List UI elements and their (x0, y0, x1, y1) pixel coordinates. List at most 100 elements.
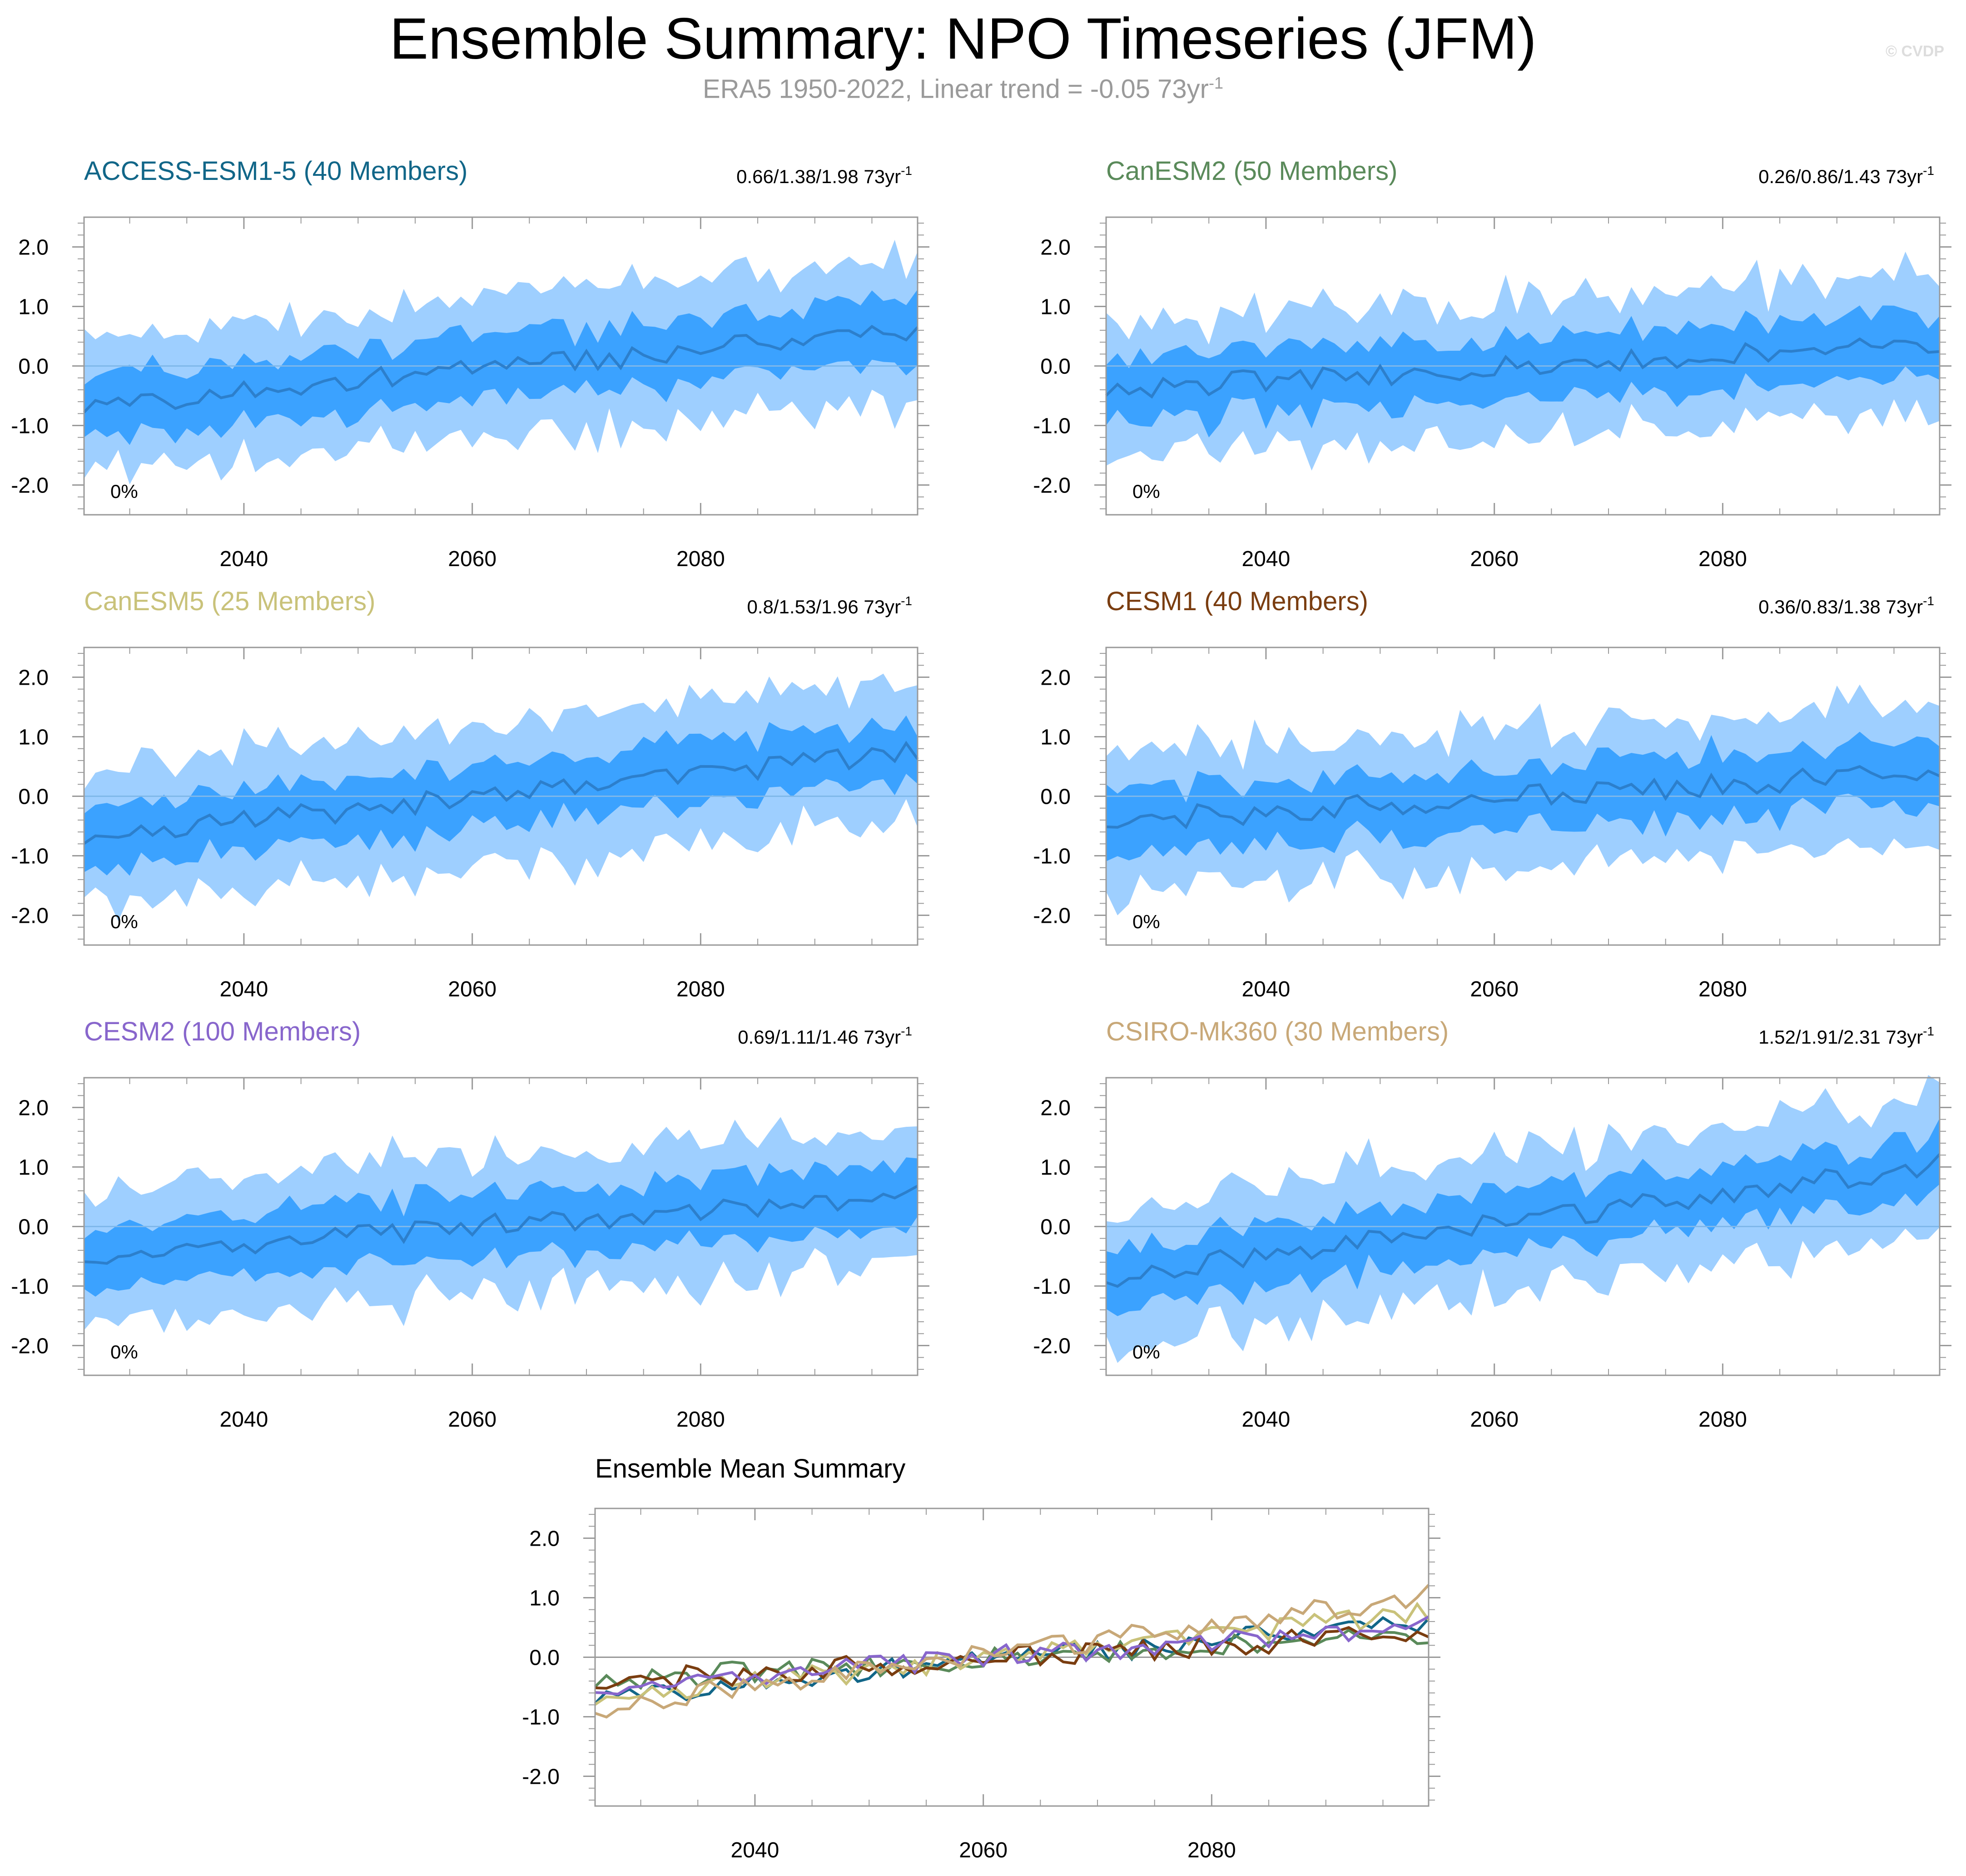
panel-title: ACCESS-ESM1-5 (40 Members) (84, 156, 467, 186)
trend-label: 0.36/0.83/1.38 73yr-1 (1758, 594, 1934, 617)
panel-title: CanESM2 (50 Members) (1106, 156, 1397, 186)
trend-value: 0.36/0.83/1.38 73yr (1758, 596, 1923, 617)
x-tick-label: 2060 (959, 1838, 1008, 1862)
y-tick-label: 1.0 (18, 295, 49, 319)
ensemble-mean-line (83, 741, 919, 845)
y-tick-label: 2.0 (18, 236, 49, 260)
figure-title: Ensemble Summary: NPO Timeseries (JFM) (389, 6, 1537, 71)
x-tick-label: 2040 (1242, 1408, 1291, 1432)
y-tick-label: -1.0 (1033, 414, 1071, 438)
y-tick-label: 1.0 (1040, 726, 1071, 750)
ensemble-mean-line (83, 324, 919, 413)
y-tick-label: -2.0 (1033, 474, 1071, 498)
y-tick-label: 2.0 (1040, 666, 1071, 690)
y-tick-label: -2.0 (11, 904, 49, 928)
panel-title: CSIRO-Mk360 (30 Members) (1106, 1017, 1449, 1046)
series-line-5 (595, 1584, 1430, 1719)
percent-label: 0% (110, 1341, 138, 1363)
x-tick-label: 2040 (1242, 547, 1291, 571)
subtitle-exponent: -1 (1209, 74, 1224, 92)
x-tick-label: 2040 (220, 547, 268, 571)
x-tick-label: 2080 (676, 547, 725, 571)
trend-exponent: -1 (901, 164, 912, 178)
y-tick-label: 1.0 (18, 1156, 49, 1180)
panel-3: 2040 2060 2080 2.0 1.0 0.0 -1.0 -2.0 CESM1 (40 M… (1033, 587, 1951, 1001)
x-tick-label: 2060 (448, 977, 496, 1001)
x-tick-label: 2060 (1470, 1408, 1519, 1432)
trend-label: 0.26/0.86/1.43 73yr-1 (1758, 164, 1934, 187)
series-line-0 (594, 1616, 1430, 1705)
x-tick-label: 2080 (676, 1408, 725, 1432)
trend-label: 0.66/1.38/1.98 73yr-1 (736, 164, 912, 187)
trend-value: 0.8/1.53/1.96 73yr (747, 596, 901, 617)
y-tick-label: -2.0 (1033, 904, 1071, 928)
percent-label: 0% (110, 911, 138, 932)
percent-label: 0% (1132, 911, 1160, 932)
ensemble-mean-line (1106, 1153, 1941, 1288)
x-tick-label: 2080 (1698, 547, 1747, 571)
ensemble-mean-line (1106, 765, 1941, 830)
inner-band (84, 289, 918, 445)
y-tick-label: 0.0 (18, 1215, 49, 1239)
trend-value: 1.52/1.91/2.31 73yr (1758, 1026, 1923, 1048)
series-line-4 (595, 1615, 1430, 1696)
y-tick-label: 0.0 (1040, 785, 1071, 809)
trend-exponent: -1 (901, 594, 912, 608)
ensemble-mean-line (84, 1184, 918, 1265)
y-tick-label: 0.0 (18, 785, 49, 809)
x-tick-label: 2060 (448, 1408, 496, 1432)
y-tick-label: 2.0 (18, 666, 49, 690)
ensemble-mean-line (1105, 337, 1940, 399)
trend-value: 0.66/1.38/1.98 73yr (736, 166, 901, 187)
percent-label: 0% (110, 481, 138, 502)
x-tick-label: 2080 (676, 977, 725, 1001)
panel-title: CESM1 (40 Members) (1106, 587, 1368, 616)
x-tick-label: 2040 (1242, 977, 1291, 1001)
y-tick-label: 0.0 (529, 1646, 560, 1670)
x-tick-label: 2040 (731, 1838, 779, 1862)
trend-label: 0.69/1.11/1.46 73yr-1 (738, 1024, 912, 1048)
y-tick-label: -1.0 (1033, 1275, 1071, 1299)
subtitle-text: ERA5 1950-2022, Linear trend = -0.05 73y… (702, 74, 1209, 104)
y-tick-label: 2.0 (1040, 236, 1071, 260)
x-tick-label: 2080 (1698, 977, 1747, 1001)
y-tick-label: 1.0 (1040, 1156, 1071, 1180)
panel-5: 2040 2060 2080 2.0 1.0 0.0 -1.0 -2.0 CSIRO-Mk360… (1033, 1017, 1951, 1432)
trend-value: 0.69/1.11/1.46 73yr (738, 1026, 901, 1048)
x-tick-label: 2080 (1187, 1838, 1236, 1862)
trend-exponent: -1 (1923, 594, 1934, 608)
y-tick-label: -1.0 (11, 1275, 49, 1299)
y-tick-label: 1.0 (18, 726, 49, 750)
y-tick-label: 0.0 (1040, 355, 1071, 379)
y-tick-label: 2.0 (529, 1527, 560, 1551)
trend-exponent: -1 (1923, 1024, 1934, 1038)
panel-title: CESM2 (100 Members) (84, 1017, 361, 1046)
trend-value: 0.26/0.86/1.43 73yr (1758, 166, 1923, 187)
x-tick-label: 2060 (448, 547, 496, 571)
trend-label: 1.52/1.91/2.31 73yr-1 (1758, 1024, 1934, 1048)
trend-exponent: -1 (1923, 164, 1934, 178)
percent-label: 0% (1132, 1341, 1160, 1363)
y-tick-label: -2.0 (11, 1334, 49, 1358)
panel-6: 2040 2060 2080 2.0 1.0 0.0 -1.0 -2.0 Ensemble Me… (522, 1454, 1440, 1862)
y-tick-label: -1.0 (11, 845, 49, 869)
y-tick-label: -2.0 (11, 474, 49, 498)
x-tick-label: 2040 (220, 977, 268, 1001)
y-tick-label: 2.0 (18, 1096, 49, 1120)
x-tick-label: 2080 (1698, 1408, 1747, 1432)
y-tick-label: 1.0 (1040, 295, 1071, 319)
y-tick-label: 0.0 (18, 355, 49, 379)
percent-label: 0% (1132, 481, 1160, 502)
panel-title: CanESM5 (25 Members) (84, 587, 375, 616)
y-tick-label: -2.0 (522, 1765, 560, 1789)
x-tick-label: 2060 (1470, 977, 1519, 1001)
y-tick-label: -1.0 (522, 1706, 560, 1730)
panel-4: 2040 2060 2080 2.0 1.0 0.0 -1.0 -2.0 CESM2 (100 … (11, 1017, 929, 1432)
x-tick-label: 2040 (220, 1408, 268, 1432)
cvdp-watermark: © CVDP (1886, 43, 1944, 60)
y-tick-label: -1.0 (11, 414, 49, 438)
panel-2: 2040 2060 2080 2.0 1.0 0.0 -1.0 -2.0 CanESM5 (25… (11, 587, 929, 1001)
trend-label: 0.8/1.53/1.96 73yr-1 (747, 594, 913, 617)
y-tick-label: 1.0 (529, 1587, 560, 1611)
